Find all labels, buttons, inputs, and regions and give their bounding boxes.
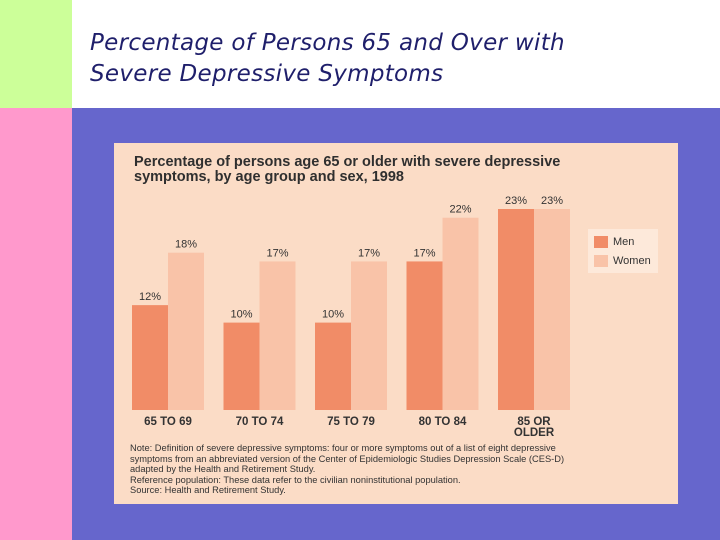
chart-legend: Men Women <box>588 229 658 273</box>
category-label: 70 TO 74 <box>236 416 284 428</box>
data-label-men: 17% <box>413 247 435 259</box>
corner-decoration <box>0 0 72 108</box>
bar-men <box>406 261 443 410</box>
bar-chart: 12% 18% 65 TO 69 10% 17% 70 TO 74 10% 17% 75 TO … <box>132 195 570 439</box>
bar-women <box>351 261 387 410</box>
legend-item-women: Women <box>594 254 651 268</box>
bar-men <box>498 209 534 410</box>
chart-figure: 12% 18% 65 TO 69 10% 17% 70 TO 74 10% 17% 75 TO … <box>114 143 678 504</box>
data-label-men: 12% <box>139 291 161 303</box>
bar-women <box>442 217 479 410</box>
category-label: 75 TO 79 <box>327 416 375 428</box>
data-label-women: 18% <box>175 239 197 251</box>
legend-label-men: Men <box>613 236 635 248</box>
data-label-women: 22% <box>449 204 471 216</box>
bar-men <box>132 305 168 410</box>
category-label: 85 OR <box>517 416 551 428</box>
note-line: Source: Health and Retirement Study. <box>130 485 286 496</box>
chart-notes: Note: Definition of severe depressive sy… <box>130 443 670 496</box>
data-label-women: 17% <box>358 247 380 259</box>
category-label: OLDER <box>514 427 555 439</box>
chart-title-line-2: symptoms, by age group and sex, 1998 <box>134 169 404 185</box>
bar-women <box>534 209 570 410</box>
left-strip-decoration <box>0 108 72 540</box>
category-label: 65 TO 69 <box>144 416 192 428</box>
bar-men <box>223 322 260 410</box>
chart-title-line-1: Percentage of persons age 65 or older wi… <box>134 154 561 170</box>
note-line: symptoms from an abbreviated version of … <box>130 453 565 464</box>
note-line: Reference population: These data refer t… <box>130 474 461 485</box>
legend-swatch-women <box>594 255 608 267</box>
data-label-men: 23% <box>505 195 527 207</box>
note-line: adapted by the Health and Retirement Stu… <box>130 464 316 475</box>
note-line: Note: Definition of severe depressive sy… <box>130 443 556 453</box>
data-label-men: 10% <box>322 309 344 321</box>
slide-title: Percentage of Persons 65 and Over with S… <box>90 28 565 90</box>
category-label: 80 TO 84 <box>419 416 467 428</box>
legend-label-women: Women <box>613 255 651 267</box>
slide-title-line-2: Severe Depressive Symptoms <box>90 61 444 87</box>
bar-women <box>259 261 296 410</box>
data-label-women: 17% <box>266 247 288 259</box>
slide-title-line-1: Percentage of Persons 65 and Over with <box>90 30 565 56</box>
chart-title: Percentage of persons age 65 or older wi… <box>134 155 560 185</box>
legend-item-men: Men <box>594 235 634 249</box>
bar-women <box>168 252 204 410</box>
bar-men <box>315 322 351 410</box>
data-label-women: 23% <box>541 195 563 207</box>
legend-swatch-men <box>594 236 608 248</box>
data-label-men: 10% <box>230 309 252 321</box>
